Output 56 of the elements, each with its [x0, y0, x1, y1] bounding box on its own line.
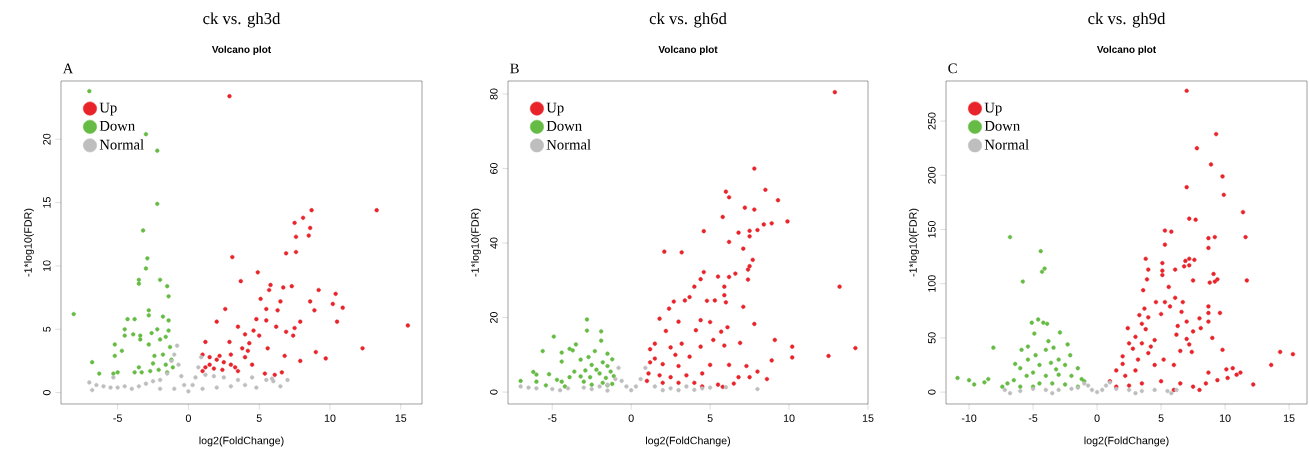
chart-title: ck vs. gh3d [203, 12, 281, 28]
y-tick-label: 200 [928, 166, 936, 184]
text: B [510, 63, 519, 74]
y-axis-title: -1*log10(FDR) [908, 208, 919, 277]
chart-subtitle: Volcano plot [1096, 45, 1157, 55]
y-tick-label: 15 [43, 197, 51, 208]
x-tick-label: 0 [1094, 414, 1100, 422]
x-tick-label: 15 [862, 414, 874, 422]
legend-label: Normal [99, 139, 144, 150]
x-tick-label: 10 [783, 414, 795, 422]
x-tick-label: -5 [547, 414, 557, 422]
x-tick-label: 0 [628, 414, 634, 422]
chart-subtitle: Volcano plot [658, 45, 718, 55]
x-tick-label: 5 [1158, 414, 1164, 422]
legend-label: Down [546, 121, 582, 131]
y-tick-label: 100 [928, 275, 936, 292]
text: A [62, 63, 74, 74]
y-tick-label: 40 [490, 237, 498, 249]
y-tick-label: 0 [43, 390, 51, 396]
legend-label: Up [546, 102, 564, 116]
y-axis-title: -1*log10(FDR) [470, 208, 481, 277]
legend-label: Up [99, 102, 117, 116]
legend-label: Down [984, 121, 1020, 131]
x-axis-title: log2(FoldChange) [646, 436, 731, 447]
text: C [948, 63, 957, 74]
y-tick-label: 150 [928, 221, 936, 238]
legend-label: Normal [546, 139, 591, 150]
legend-label: Normal [984, 139, 1029, 150]
y-tick-label: 250 [928, 112, 936, 130]
legend-label: Down [99, 121, 135, 131]
x-tick-label: -5 [113, 414, 122, 422]
y-tick-label: 20 [490, 312, 498, 323]
x-tick-label: 15 [1283, 414, 1295, 422]
y-tick-label: 60 [490, 163, 498, 174]
x-tick-label: -10 [961, 414, 977, 422]
x-axis-title: log2(FoldChange) [199, 436, 284, 447]
x-tick-label: 5 [707, 414, 713, 422]
x-tick-label: 5 [256, 414, 262, 422]
y-tick-label: 0 [490, 389, 498, 395]
legend-label: Up [984, 102, 1002, 116]
y-tick-label: 50 [928, 332, 936, 344]
x-tick-label: 0 [185, 414, 191, 422]
chart-subtitle: Volcano plot [211, 45, 271, 55]
y-tick-label: 80 [490, 88, 498, 100]
y-axis-title: -1*log10(FDR) [23, 208, 34, 277]
y-tick-label: 0 [928, 389, 936, 395]
x-tick-label: 15 [395, 414, 407, 422]
y-tick-label: 5 [43, 326, 51, 332]
y-tick-label: 20 [43, 133, 51, 145]
x-tick-label: -5 [1028, 414, 1038, 422]
x-tick-label: 10 [1219, 414, 1231, 422]
x-tick-label: 10 [324, 414, 336, 422]
y-tick-label: 10 [43, 260, 51, 272]
chart-title: ck vs. gh9d [1088, 12, 1166, 28]
x-axis-title: log2(FoldChange) [1084, 436, 1169, 447]
chart-title: ck vs. gh6d [649, 12, 727, 28]
